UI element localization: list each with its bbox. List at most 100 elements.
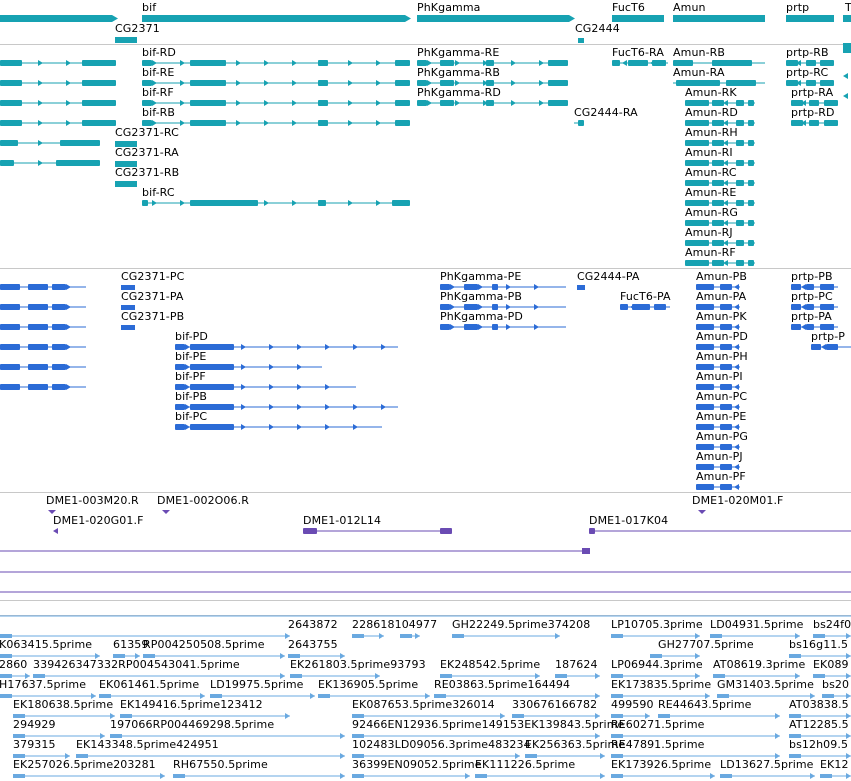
- est-label[interactable]: 330676166782: [512, 698, 598, 711]
- est-label[interactable]: EK256363.5prime: [525, 738, 626, 751]
- gene-label[interactable]: bif: [142, 1, 157, 14]
- est-label[interactable]: 294929: [13, 718, 56, 731]
- est-label[interactable]: 197066RP004469298.5prime: [110, 718, 275, 731]
- est-label[interactable]: 228618104977: [352, 618, 438, 631]
- est-label[interactable]: GH27707.5prime: [658, 638, 754, 651]
- gene-label[interactable]: CG2371: [115, 22, 160, 35]
- transcript-label[interactable]: CG2444-RA: [574, 106, 638, 119]
- est-label[interactable]: EK089: [813, 658, 849, 671]
- est-label[interactable]: RE47891.5prime: [611, 738, 705, 751]
- transcript-label[interactable]: Amun-RA: [673, 66, 725, 79]
- protein-label[interactable]: CG2371-PB: [121, 310, 185, 323]
- gene-label[interactable]: CG2444: [575, 22, 620, 35]
- transcript-label[interactable]: Amun-RF: [685, 246, 736, 259]
- protein-label[interactable]: Amun-PC: [696, 390, 748, 403]
- protein-label[interactable]: prtp-PB: [791, 270, 833, 283]
- est-label[interactable]: 379315: [13, 738, 56, 751]
- transcript-label[interactable]: prtp-RC: [786, 66, 829, 79]
- protein-label[interactable]: Amun-PF: [696, 470, 746, 483]
- est-label[interactable]: RE44643.5prime: [658, 698, 752, 711]
- transcript-label[interactable]: prtp-RA: [791, 86, 834, 99]
- transcript-label[interactable]: bif-RE: [142, 66, 175, 79]
- protein-label[interactable]: PhKgamma-PD: [440, 310, 523, 323]
- transcript-label[interactable]: PhKgamma-RE: [417, 46, 500, 59]
- protein-label[interactable]: CG2444-PA: [577, 270, 640, 283]
- est-label[interactable]: GH22249.5prime374208: [452, 618, 591, 631]
- est-label[interactable]: 36399EN09052.5prime: [352, 758, 482, 771]
- est-label[interactable]: 2643755: [288, 638, 338, 651]
- transcript-label[interactable]: bif-RF: [142, 86, 174, 99]
- est-label[interactable]: RE60271.5prime: [611, 718, 705, 731]
- protein-label[interactable]: Amun-PH: [696, 350, 748, 363]
- transcript-label[interactable]: PhKgamma-RB: [417, 66, 500, 79]
- est-label[interactable]: bs20: [822, 678, 850, 691]
- transcript-label[interactable]: FucT6-RA: [612, 46, 664, 59]
- est-label[interactable]: EK261803.5prime93793: [290, 658, 426, 671]
- transcript-label[interactable]: bif-RC: [142, 186, 175, 199]
- protein-label[interactable]: Amun-PE: [696, 410, 747, 423]
- probe-label[interactable]: DME1-020M01.F: [692, 494, 784, 507]
- est-label[interactable]: EK087653.5prime326014: [352, 698, 495, 711]
- protein-label[interactable]: Amun-PG: [696, 430, 749, 443]
- est-label[interactable]: EK061461.5prime: [99, 678, 200, 691]
- gene-label[interactable]: Amun: [673, 1, 706, 14]
- transcript-label[interactable]: bif-RD: [142, 46, 176, 59]
- est-label[interactable]: LD13627.5prime: [720, 758, 814, 771]
- est-label[interactable]: 2860: [0, 658, 28, 671]
- est-label[interactable]: 92466EN12936.5prime149153EK139843.5prime: [352, 718, 625, 731]
- protein-label[interactable]: CG2371-PC: [121, 270, 185, 283]
- transcript-label[interactable]: bif-RB: [142, 106, 176, 119]
- transcript-label[interactable]: PhKgamma-RD: [417, 86, 501, 99]
- est-label[interactable]: EK173926.5prime: [611, 758, 712, 771]
- est-label[interactable]: EK180638.5prime: [13, 698, 114, 711]
- gene-label[interactable]: FucT6: [612, 1, 645, 14]
- protein-label[interactable]: prtp-PC: [791, 290, 833, 303]
- est-label[interactable]: EK143348.5prime424951: [76, 738, 219, 751]
- protein-label[interactable]: Amun-PD: [696, 330, 748, 343]
- est-label[interactable]: EK257026.5prime203281: [13, 758, 156, 771]
- est-label[interactable]: LD19975.5prime: [210, 678, 304, 691]
- protein-label[interactable]: Amun-PJ: [696, 450, 743, 463]
- probe-label[interactable]: DME1-002O06.R: [157, 494, 249, 507]
- gene-label[interactable]: PhKgamma: [417, 1, 481, 14]
- protein-label[interactable]: bif-PF: [175, 370, 206, 383]
- gene-label[interactable]: T: [845, 1, 851, 14]
- transcript-label[interactable]: Amun-RG: [685, 206, 739, 219]
- est-label[interactable]: LD04931.5prime: [710, 618, 804, 631]
- est-label[interactable]: AT08619.3prime: [713, 658, 806, 671]
- est-label[interactable]: AT12285.5: [789, 718, 849, 731]
- protein-label[interactable]: prtp-P: [811, 330, 846, 343]
- est-label[interactable]: RE03863.5prime164494: [434, 678, 571, 691]
- protein-label[interactable]: PhKgamma-PB: [440, 290, 522, 303]
- est-label[interactable]: EK248542.5prime: [440, 658, 541, 671]
- protein-label[interactable]: Amun-PA: [696, 290, 747, 303]
- est-label[interactable]: LP06944.3prime: [611, 658, 703, 671]
- probe-label[interactable]: DME1-020G01.F: [53, 514, 144, 527]
- transcript-label[interactable]: Amun-RJ: [685, 226, 733, 239]
- transcript-label[interactable]: Amun-RH: [685, 126, 738, 139]
- transcript-label[interactable]: CG2371-RA: [115, 146, 179, 159]
- protein-label[interactable]: bif-PC: [175, 410, 208, 423]
- est-label[interactable]: K063415.5prime: [0, 638, 93, 651]
- est-label[interactable]: 2643872: [288, 618, 338, 631]
- est-label[interactable]: RP004250508.5prime: [143, 638, 265, 651]
- est-label[interactable]: 61359: [113, 638, 149, 651]
- transcript-label[interactable]: prtp-RB: [786, 46, 829, 59]
- est-label[interactable]: EK149416.5prime123412: [120, 698, 263, 711]
- transcript-label[interactable]: Amun-RK: [685, 86, 737, 99]
- gene-label[interactable]: prtp: [786, 1, 810, 14]
- est-label[interactable]: 499590: [611, 698, 654, 711]
- est-label[interactable]: AT03838.5: [789, 698, 849, 711]
- transcript-label[interactable]: Amun-RE: [685, 186, 737, 199]
- transcript-label[interactable]: Amun-RD: [685, 106, 738, 119]
- protein-label[interactable]: bif-PD: [175, 330, 208, 343]
- est-label[interactable]: 339426347332RP004543041.5prime: [33, 658, 240, 671]
- transcript-label[interactable]: Amun-RB: [673, 46, 726, 59]
- est-label[interactable]: 187624: [555, 658, 598, 671]
- est-label[interactable]: bs12h09.5: [789, 738, 849, 751]
- protein-label[interactable]: prtp-PA: [791, 310, 832, 323]
- est-label[interactable]: EK173835.5prime: [611, 678, 712, 691]
- est-label[interactable]: GM31403.5prime: [717, 678, 814, 691]
- est-label[interactable]: 102483LD09056.3prime483234: [352, 738, 531, 751]
- probe-label[interactable]: DME1-017K04: [589, 514, 669, 527]
